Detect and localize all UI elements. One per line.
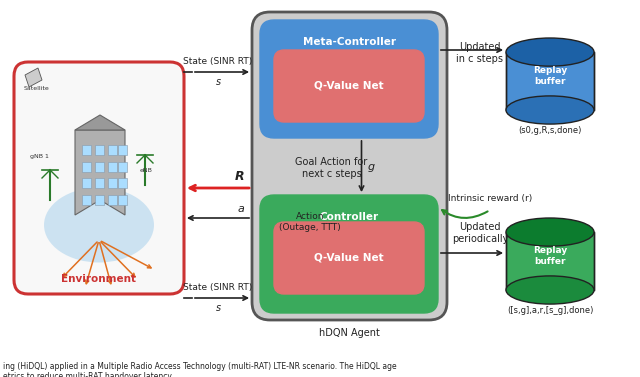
Text: Action
(Outage, TTT): Action (Outage, TTT)	[279, 212, 341, 232]
Text: Satellite: Satellite	[24, 86, 50, 91]
Text: Environment: Environment	[61, 274, 136, 284]
Bar	[108, 145, 117, 155]
Bar	[108, 195, 117, 205]
Text: g: g	[367, 161, 374, 172]
Ellipse shape	[506, 96, 594, 124]
Polygon shape	[75, 130, 125, 215]
Bar	[108, 162, 117, 172]
Text: ing (HiDQL) applied in a Multiple Radio Access Technology (multi-RAT) LTE-NR sce: ing (HiDQL) applied in a Multiple Radio …	[3, 362, 397, 377]
Bar	[95, 178, 104, 188]
Text: a: a	[237, 204, 244, 214]
Ellipse shape	[506, 38, 594, 66]
Text: State (SINR RT): State (SINR RT)	[184, 283, 253, 292]
Bar	[82, 195, 91, 205]
Bar	[118, 195, 127, 205]
Text: hDQN Agent: hDQN Agent	[319, 328, 380, 338]
Text: Q-Value Net: Q-Value Net	[314, 253, 384, 263]
Text: Replay
buffer: Replay buffer	[533, 66, 567, 86]
Bar	[506, 52, 594, 110]
Text: Replay
buffer: Replay buffer	[533, 246, 567, 266]
FancyBboxPatch shape	[14, 62, 184, 294]
Text: eNB: eNB	[140, 168, 153, 173]
Text: gNB 1: gNB 1	[30, 154, 49, 159]
Text: ([s,g],a,r,[s_g],done): ([s,g],a,r,[s_g],done)	[507, 306, 593, 315]
FancyBboxPatch shape	[252, 12, 447, 320]
Bar	[82, 145, 91, 155]
Ellipse shape	[44, 187, 154, 262]
Bar	[118, 145, 127, 155]
FancyBboxPatch shape	[274, 222, 424, 294]
Bar	[82, 178, 91, 188]
Text: Updated
in c steps: Updated in c steps	[456, 42, 504, 64]
Text: State (SINR RT): State (SINR RT)	[184, 57, 253, 66]
Bar	[95, 195, 104, 205]
Ellipse shape	[506, 276, 594, 304]
Text: Goal Action for
next c steps: Goal Action for next c steps	[296, 157, 367, 179]
FancyBboxPatch shape	[260, 195, 438, 313]
Bar	[118, 178, 127, 188]
Polygon shape	[75, 115, 125, 130]
Bar	[506, 232, 594, 290]
Text: Q-Value Net: Q-Value Net	[314, 81, 384, 91]
Text: Controller: Controller	[319, 212, 379, 222]
Text: s: s	[216, 303, 221, 313]
Bar	[95, 145, 104, 155]
Bar	[82, 162, 91, 172]
Text: s: s	[216, 77, 221, 87]
Text: (s0,g,R,s,done): (s0,g,R,s,done)	[518, 126, 582, 135]
Text: Intrinsic reward (r): Intrinsic reward (r)	[448, 193, 532, 202]
Bar	[108, 178, 117, 188]
FancyBboxPatch shape	[274, 50, 424, 122]
FancyBboxPatch shape	[260, 20, 438, 138]
Polygon shape	[25, 68, 42, 87]
Bar	[95, 162, 104, 172]
Bar	[118, 162, 127, 172]
Text: Updated
periodically: Updated periodically	[452, 222, 508, 244]
Text: Meta-Controller: Meta-Controller	[303, 37, 396, 47]
Text: R: R	[234, 170, 244, 183]
Ellipse shape	[506, 218, 594, 246]
